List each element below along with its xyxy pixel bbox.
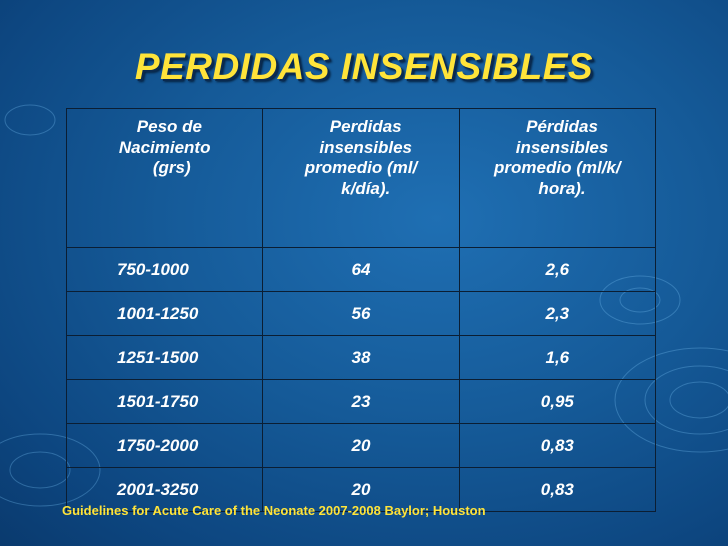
cell-birth-weight: 1501-1750 [65, 379, 264, 424]
table-row: 1750-2000 20 0,83 [65, 423, 657, 468]
cell-birth-weight: 750-1000 [65, 247, 264, 292]
cell-losses-per-day: 20 [262, 467, 460, 512]
table-row: 1501-1750 23 0,95 [65, 379, 657, 424]
cell-birth-weight: 1251-1500 [65, 335, 264, 380]
cell-birth-weight: 1750-2000 [65, 423, 264, 468]
insensible-losses-table: Peso de Nacimiento (grs) Perdidas insens… [65, 108, 657, 512]
cell-losses-per-day: 64 [262, 247, 460, 292]
header-losses-per-day: Perdidas insensibles promedio (ml/ k/día… [262, 108, 460, 248]
cell-losses-per-day: 56 [262, 291, 460, 336]
cell-losses-per-hour: 1,6 [458, 335, 657, 380]
cell-losses-per-day: 23 [262, 379, 460, 424]
table-row: 2001-3250 20 0,83 [65, 467, 657, 512]
cell-losses-per-hour: 2,3 [458, 291, 657, 336]
header-losses-per-hour: Pérdidas insensibles promedio (ml/k/ hor… [458, 108, 657, 248]
source-citation: Guidelines for Acute Care of the Neonate… [62, 503, 486, 518]
table-header-row: Peso de Nacimiento (grs) Perdidas insens… [65, 108, 657, 248]
table-row: 1001-1250 56 2,3 [65, 291, 657, 336]
cell-birth-weight: 1001-1250 [65, 291, 264, 336]
cell-losses-per-hour: 0,95 [458, 379, 657, 424]
table-row: 750-1000 64 2,6 [65, 247, 657, 292]
slide-title: PERDIDAS INSENSIBLES [134, 46, 594, 87]
header-birth-weight: Peso de Nacimiento (grs) [65, 108, 264, 248]
cell-losses-per-hour: 2,6 [458, 247, 657, 292]
table-row: 1251-1500 38 1,6 [65, 335, 657, 380]
cell-birth-weight: 2001-3250 [65, 467, 264, 512]
cell-losses-per-day: 20 [262, 423, 460, 468]
cell-losses-per-day: 38 [262, 335, 460, 380]
cell-losses-per-hour: 0,83 [458, 467, 657, 512]
cell-losses-per-hour: 0,83 [458, 423, 657, 468]
